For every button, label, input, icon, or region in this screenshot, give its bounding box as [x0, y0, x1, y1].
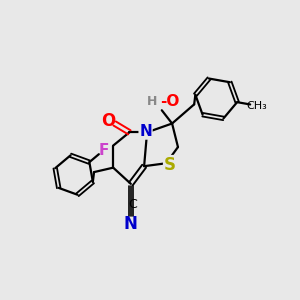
Text: N: N [124, 214, 138, 232]
Text: S: S [164, 156, 176, 174]
Text: O: O [101, 112, 115, 130]
Text: C: C [128, 198, 137, 211]
Text: N: N [139, 124, 152, 139]
Text: CH₃: CH₃ [246, 100, 267, 111]
Text: H: H [147, 95, 158, 108]
Text: F: F [98, 143, 109, 158]
Text: -O: -O [160, 94, 179, 109]
